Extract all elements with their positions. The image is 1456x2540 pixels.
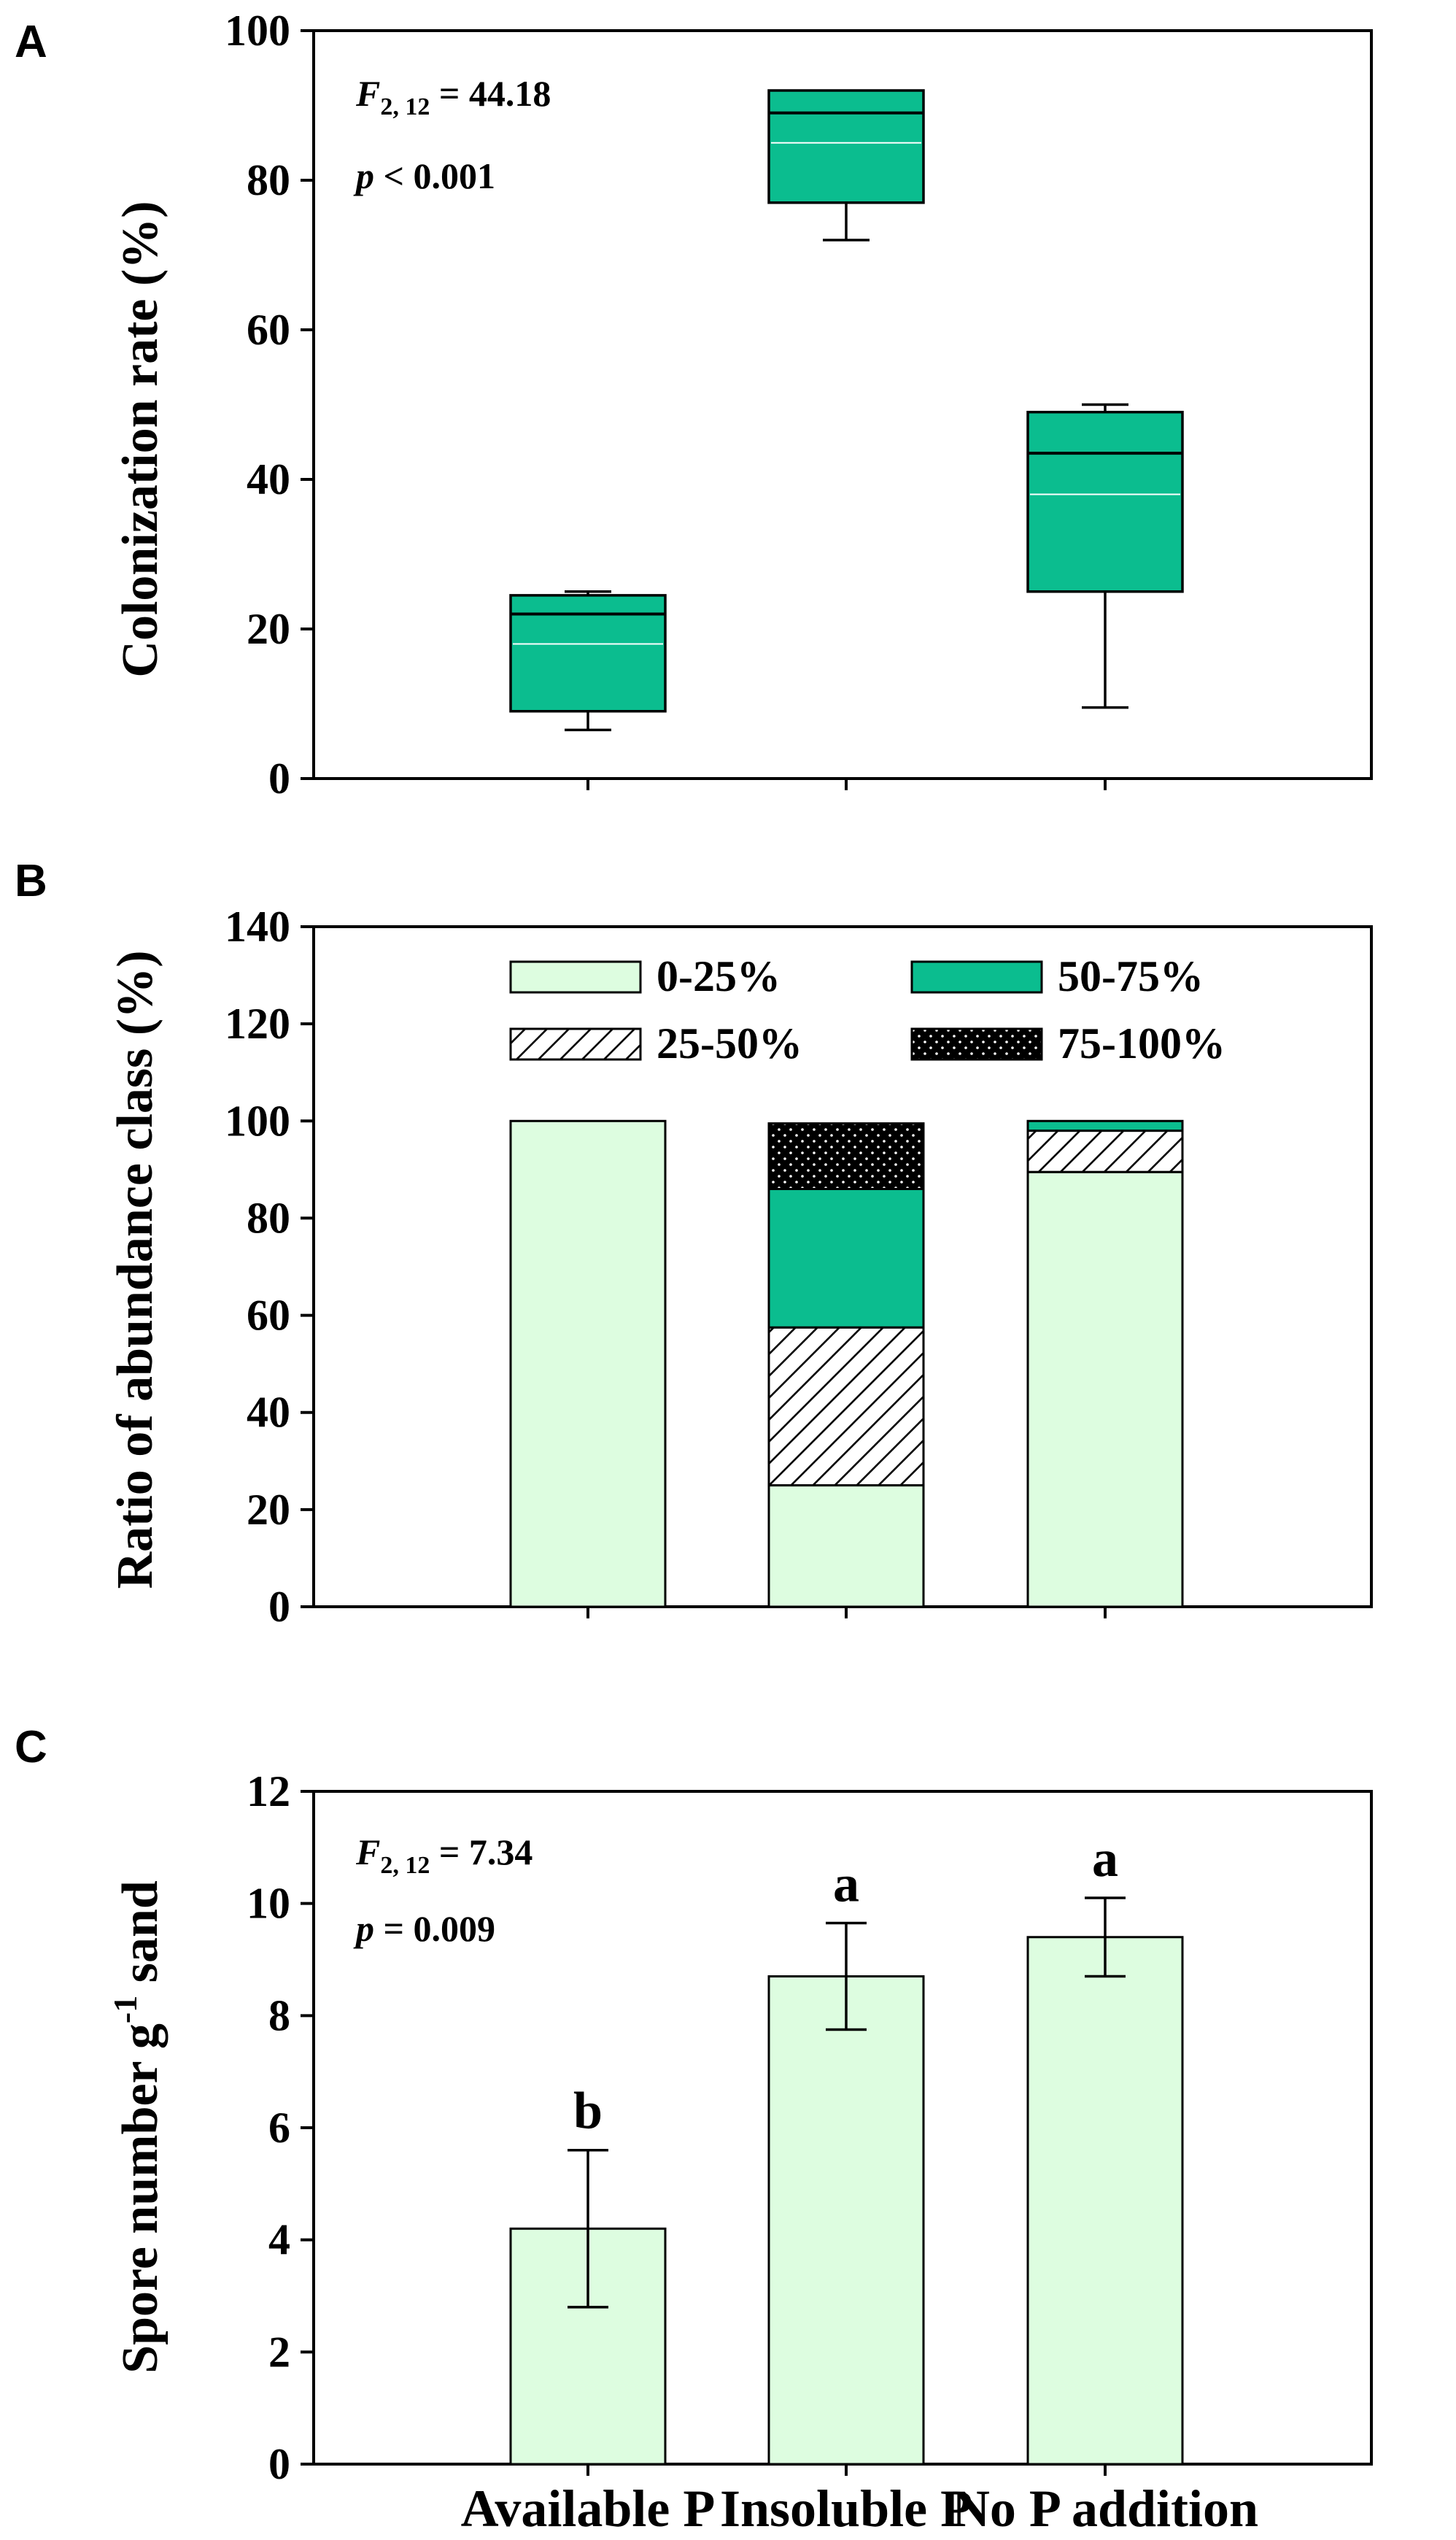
panel-b: B Ratio of abundance class (%) 0 20 40 60 80… [15,856,1373,1631]
legend-swatch-50-75 [910,960,1043,994]
legend-swatch-0-25 [509,960,642,994]
panel-c-marks: b a a [509,1829,1184,2466]
panel-c-f-statistic: F2, 12 = 7.34 [355,1831,533,1879]
panel-c-p-value: p = 0.009 [353,1908,495,1949]
panel-b-y-tick-label-140: 140 [225,903,290,951]
panel-b-axes: 0 20 40 60 80 100 120 140 [225,903,1107,1631]
panel-c-y-tick-label-10: 10 [247,1880,290,1928]
significance-letter-available-p: b [573,2082,603,2140]
panel-c-y-tick-label-6: 6 [268,2104,290,2152]
panel-c-y-tick-label-4: 4 [268,2216,290,2264]
bar-no-p-addition-0-25 [1026,1170,1184,1608]
panel-b-y-tick-label-100: 100 [225,1097,290,1145]
significance-letter-insoluble-p: a [833,1855,859,1913]
panel-c-y-axis-label: Spore number g-1 sand [107,1880,169,2374]
panel-c-letter: C [15,1722,47,1772]
panel-c: C Spore number g-1 sand 0 2 4 6 8 10 12 b a a F2… [15,1722,1373,2538]
legend-label-25-50: 25-50% [657,1019,802,1068]
panel-a-plot-frame [312,29,1373,780]
panel-a-letter: A [15,17,47,67]
bar-insoluble-p-0-25 [767,1484,925,1608]
bar-insoluble-p-75-100 [767,1122,925,1190]
panel-a-y-tick-label-80: 80 [247,156,290,204]
panel-a: A Colonization rate (%) 0 20 40 60 80 100 F2,… [15,7,1373,803]
panel-c-y-tick-label-0: 0 [268,2440,290,2488]
panel-b-marks [509,1119,1184,1608]
panel-b-legend: 0-25% 50-75% 25-50% 75-100% [509,952,1225,1068]
panel-b-y-tick-label-40: 40 [247,1389,290,1437]
x-axis-categories: Available P Insoluble PNo P addition [461,2479,1258,2538]
panel-b-y-tick-label-20: 20 [247,1486,290,1534]
legend-label-0-25: 0-25% [657,952,781,1000]
panel-a-y-tick-label-20: 20 [247,605,290,653]
panel-a-y-tick-label-0: 0 [268,754,290,803]
bar-no-p-addition-25-50 [1026,1130,1184,1173]
panel-c-y-tick-label-12: 12 [247,1767,290,1815]
panel-c-y-tick-label-2: 2 [268,2328,290,2376]
legend-swatch-25-50 [509,1027,642,1061]
legend-label-50-75: 50-75% [1058,952,1204,1000]
bar-insoluble-p-25-50 [767,1326,925,1487]
panel-a-y-axis-label: Colonization rate (%) [112,201,169,677]
panel-b-y-tick-label-80: 80 [247,1194,290,1242]
panel-a-f-statistic: F2, 12 = 44.18 [355,73,551,120]
panel-b-y-axis-label: Ratio of abundance class (%) [107,950,163,1589]
panel-a-marks [509,89,1184,732]
significance-letter-no-p-addition: a [1092,1829,1118,1888]
bar-insoluble-p-50-75 [767,1187,925,1329]
bar-available-p-0-25 [509,1119,667,1608]
panel-a-y-tick-label-40: 40 [247,455,290,503]
panel-a-p-value: p < 0.001 [353,155,495,196]
panel-b-letter: B [15,856,47,906]
bar-no-p-addition-50-75 [1026,1119,1184,1132]
x-category-available-p: Available P [461,2479,716,2536]
panel-b-y-tick-label-0: 0 [268,1583,290,1631]
x-category-insoluble-p: Insoluble P [720,2479,972,2536]
legend-label-75-100: 75-100% [1058,1019,1225,1068]
box-no-p-addition-iqr [1026,411,1184,593]
box-insoluble-p-iqr [767,89,925,204]
panel-c-y-tick-label-8: 8 [268,1991,290,2039]
bar-no-p-addition [1026,1936,1184,2466]
bar-insoluble-p [767,1975,925,2466]
panel-a-y-tick-label-100: 100 [225,7,290,55]
panel-b-y-tick-label-120: 120 [225,1000,290,1048]
panel-c-axes: 0 2 4 6 8 10 12 [247,1767,1107,2488]
panel-a-y-tick-label-60: 60 [247,306,290,354]
legend-swatch-75-100 [910,1027,1043,1061]
panel-a-axes: 0 20 40 60 80 100 [225,7,1107,803]
panel-b-y-tick-label-60: 60 [247,1292,290,1340]
x-category-no-p-addition: No P addition [952,2479,1258,2536]
